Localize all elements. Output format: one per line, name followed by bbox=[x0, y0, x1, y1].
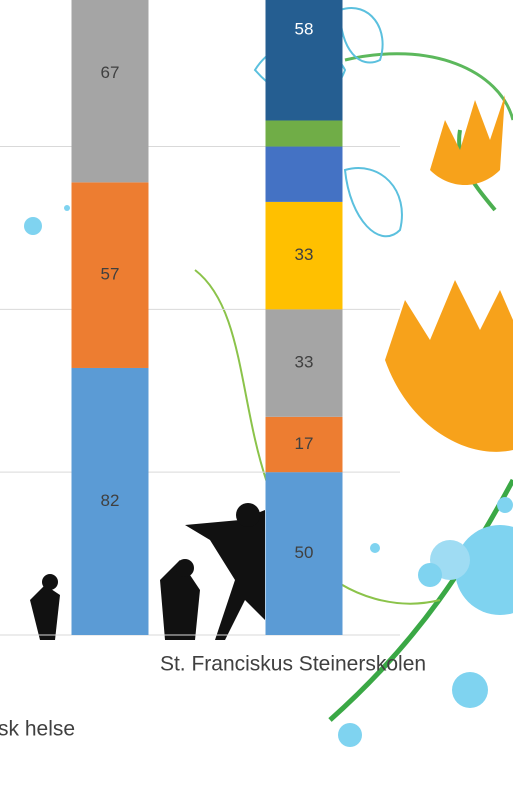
x-tick-label: St. Franciskus Steinerskolen bbox=[160, 653, 426, 676]
bar-segment bbox=[265, 146, 343, 202]
bar-segment bbox=[265, 120, 343, 147]
bar-segment bbox=[265, 0, 343, 121]
data-label: 33 bbox=[295, 245, 314, 264]
bar-segment bbox=[265, 416, 343, 473]
data-label: 17 bbox=[295, 434, 314, 453]
data-label: 58 bbox=[295, 19, 314, 38]
plot-area: 82 57 67 50 17 33 33 58 bbox=[0, 0, 400, 636]
data-label: 50 bbox=[295, 543, 314, 562]
data-label: 57 bbox=[101, 265, 120, 284]
bar-segment bbox=[71, 367, 149, 635]
data-label: 82 bbox=[101, 491, 120, 510]
axis-label: sk helse bbox=[0, 718, 75, 741]
data-label: 33 bbox=[295, 353, 314, 372]
bar-segment bbox=[71, 182, 149, 368]
bar-segment bbox=[71, 0, 149, 183]
bar-segment bbox=[265, 472, 343, 635]
bar-segment bbox=[265, 309, 343, 417]
data-label: 67 bbox=[101, 63, 120, 82]
decoration bbox=[24, 7, 513, 747]
bar-segment bbox=[265, 201, 343, 310]
